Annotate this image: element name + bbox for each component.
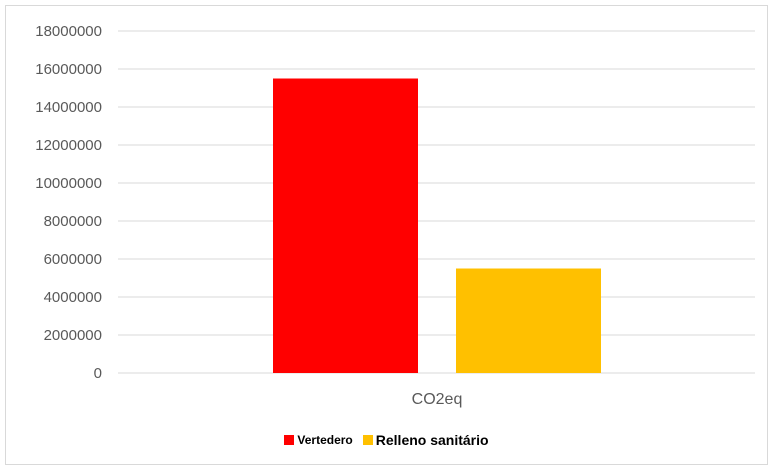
y-tick-label: 12000000 xyxy=(35,137,102,154)
x-tick-label: CO2eq xyxy=(412,391,463,408)
legend-label-vertedero: Vertedero xyxy=(297,433,353,447)
y-tick-label: 16000000 xyxy=(35,61,102,78)
y-tick-label: 6000000 xyxy=(44,251,102,268)
y-tick-label: 8000000 xyxy=(44,213,102,230)
bar-relleno-sanit-rio xyxy=(456,268,601,373)
y-tick-label: 2000000 xyxy=(44,327,102,344)
legend-item-vertedero: Vertedero xyxy=(284,433,353,447)
legend-item-relleno-sanitario: Relleno sanitário xyxy=(362,432,489,448)
legend-label-relleno-sanitario: Relleno sanitário xyxy=(375,432,489,448)
y-tick-label: 4000000 xyxy=(44,289,102,306)
legend: Vertedero Relleno sanitário xyxy=(0,432,773,448)
legend-swatch-relleno-sanitario xyxy=(362,435,373,445)
y-tick-label: 18000000 xyxy=(35,23,102,40)
y-tick-label: 0 xyxy=(94,365,102,382)
legend-swatch-vertedero xyxy=(284,435,295,445)
y-tick-label: 14000000 xyxy=(35,99,102,116)
y-tick-label: 10000000 xyxy=(35,175,102,192)
bar-vertedero xyxy=(273,78,418,373)
